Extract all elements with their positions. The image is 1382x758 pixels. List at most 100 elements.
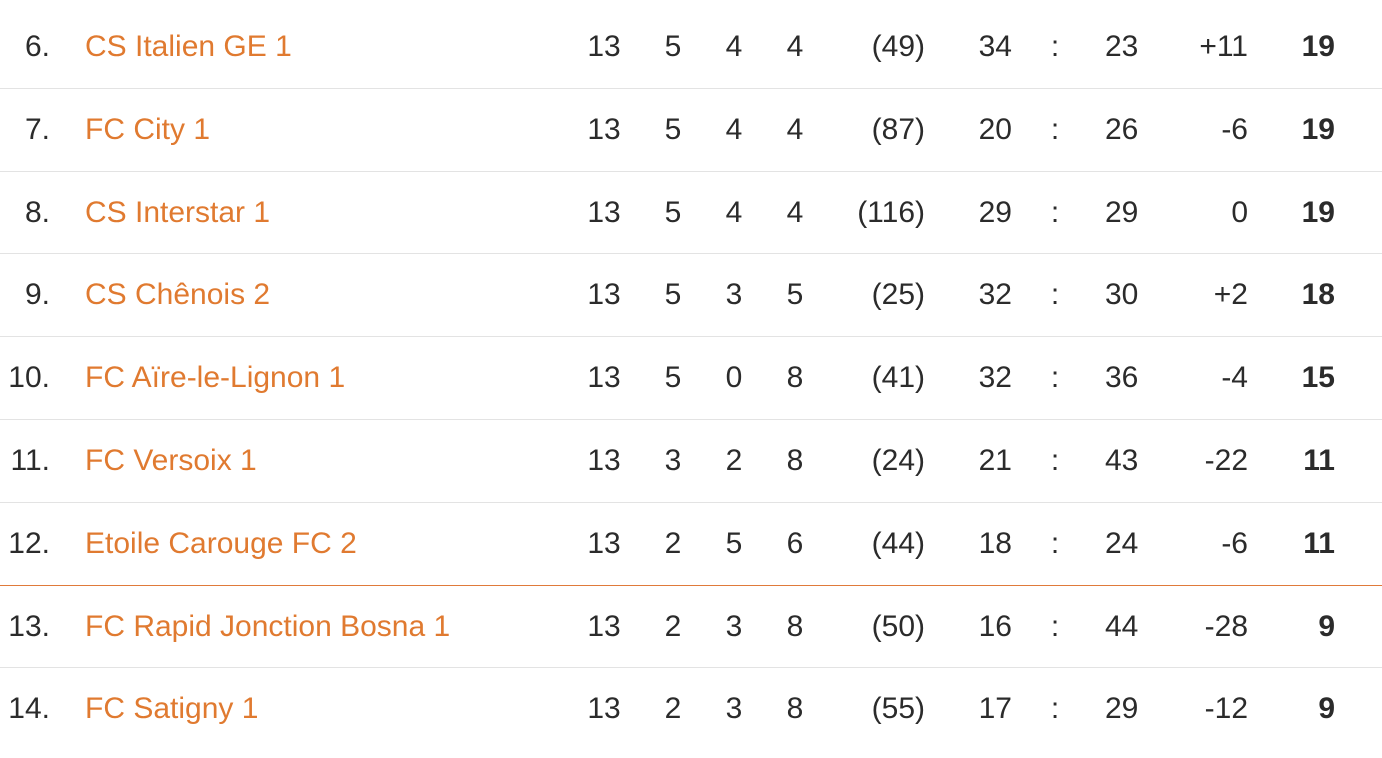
played: 13 [587, 195, 621, 229]
table-row: 13. FC Rapid Jonction Bosna 1 13 2 3 8 (50) 16:… [0, 586, 1382, 669]
fair-play: (50) [871, 609, 925, 643]
losses: 8 [786, 361, 804, 395]
goals-against: 26 [1105, 112, 1139, 146]
points: 18 [1301, 278, 1335, 312]
points: 19 [1301, 112, 1335, 146]
separator: : [1050, 195, 1060, 229]
separator: : [1050, 278, 1060, 312]
fair-play: (25) [871, 278, 925, 312]
losses: 5 [786, 278, 804, 312]
team-name[interactable]: FC Versoix 1 [85, 444, 257, 477]
played: 13 [587, 30, 621, 63]
team-name[interactable]: FC Rapid Jonction Bosna 1 [85, 609, 451, 643]
draws: 2 [725, 444, 743, 477]
rank: 10. [8, 361, 50, 395]
separator: : [1050, 609, 1060, 643]
points: 11 [1303, 444, 1335, 477]
team-name[interactable]: FC Satigny 1 [85, 692, 259, 726]
played: 13 [587, 609, 621, 643]
goals-against: 29 [1105, 692, 1139, 726]
separator: : [1050, 692, 1060, 726]
goal-difference: +2 [1213, 278, 1248, 312]
table-row: 14. FC Satigny 1 13 2 3 8 (55) 17: 29 -12 9 [0, 668, 1382, 751]
table-row: 12. Etoile Carouge FC 2 13 2 5 6 (44) 18: 24 -6 11 [0, 503, 1382, 586]
wins: 2 [664, 692, 682, 726]
goals-against: 30 [1105, 278, 1139, 312]
points: 19 [1301, 195, 1335, 229]
wins: 5 [664, 361, 682, 395]
losses: 8 [786, 444, 804, 477]
goals-for: 29 [978, 195, 1012, 229]
points: 15 [1301, 361, 1335, 395]
goals-against: 29 [1105, 195, 1139, 229]
rank: 12. [8, 526, 50, 560]
draws: 5 [725, 526, 743, 560]
goals-for: 16 [978, 609, 1012, 643]
wins: 5 [664, 30, 682, 63]
losses: 4 [786, 112, 804, 146]
goals-against: 44 [1105, 609, 1139, 643]
losses: 6 [786, 526, 804, 560]
points: 9 [1318, 609, 1335, 643]
goal-difference: -12 [1204, 692, 1248, 726]
team-name[interactable]: CS Italien GE 1 [85, 30, 292, 63]
table-row: 7. FC City 1 13 5 4 4 (87) 20: 26 -6 19 [0, 89, 1382, 172]
played: 13 [587, 526, 621, 560]
played: 13 [587, 361, 621, 395]
rank: 7. [24, 112, 50, 146]
rank: 14. [8, 692, 50, 726]
played: 13 [587, 692, 621, 726]
goal-difference: -6 [1221, 526, 1248, 560]
rank: 11. [10, 444, 50, 477]
draws: 3 [725, 278, 743, 312]
draws: 3 [725, 692, 743, 726]
fair-play: (116) [857, 195, 925, 229]
wins: 2 [664, 526, 682, 560]
team-name[interactable]: FC City 1 [85, 112, 211, 146]
team-name[interactable]: CS Chênois 2 [85, 278, 271, 312]
fair-play: (87) [871, 112, 925, 146]
points: 9 [1318, 692, 1335, 726]
goals-for: 21 [978, 444, 1012, 477]
fair-play: (41) [871, 361, 925, 395]
separator: : [1050, 30, 1060, 63]
points: 11 [1303, 526, 1335, 560]
goal-difference: -22 [1204, 444, 1248, 477]
goals-for: 20 [978, 112, 1012, 146]
losses: 8 [786, 692, 804, 726]
goals-against: 24 [1105, 526, 1139, 560]
rank: 6. [24, 30, 50, 63]
rank: 9. [24, 278, 50, 312]
draws: 4 [725, 30, 743, 63]
fair-play: (44) [871, 526, 925, 560]
draws: 3 [725, 609, 743, 643]
goals-for: 34 [978, 30, 1012, 63]
team-name[interactable]: CS Interstar 1 [85, 195, 271, 229]
losses: 4 [786, 195, 804, 229]
goal-difference: -28 [1204, 609, 1248, 643]
goals-against: 23 [1105, 30, 1139, 63]
wins: 2 [664, 609, 682, 643]
draws: 4 [725, 112, 743, 146]
team-name[interactable]: Etoile Carouge FC 2 [85, 526, 357, 560]
table-row: 11. FC Versoix 1 13 3 2 8 (24) 21: 43 -22 11 [0, 420, 1382, 503]
goals-for: 17 [978, 692, 1012, 726]
wins: 5 [664, 112, 682, 146]
separator: : [1050, 361, 1060, 395]
table-row: 10. FC Aïre-le-Lignon 1 13 5 0 8 (41) 32: 36 -4 15 [0, 337, 1382, 420]
separator: : [1050, 444, 1060, 477]
losses: 8 [786, 609, 804, 643]
wins: 5 [664, 195, 682, 229]
goals-against: 36 [1105, 361, 1139, 395]
table-row: 8. CS Interstar 1 13 5 4 4 (116) 29: 29 0 19 [0, 172, 1382, 255]
fair-play: (49) [871, 30, 925, 63]
goals-against: 43 [1105, 444, 1139, 477]
team-name[interactable]: FC Aïre-le-Lignon 1 [85, 361, 346, 395]
goals-for: 18 [978, 526, 1012, 560]
draws: 0 [725, 361, 743, 395]
fair-play: (24) [871, 444, 925, 477]
played: 13 [587, 444, 621, 477]
goal-difference: 0 [1231, 195, 1248, 229]
draws: 4 [725, 195, 743, 229]
